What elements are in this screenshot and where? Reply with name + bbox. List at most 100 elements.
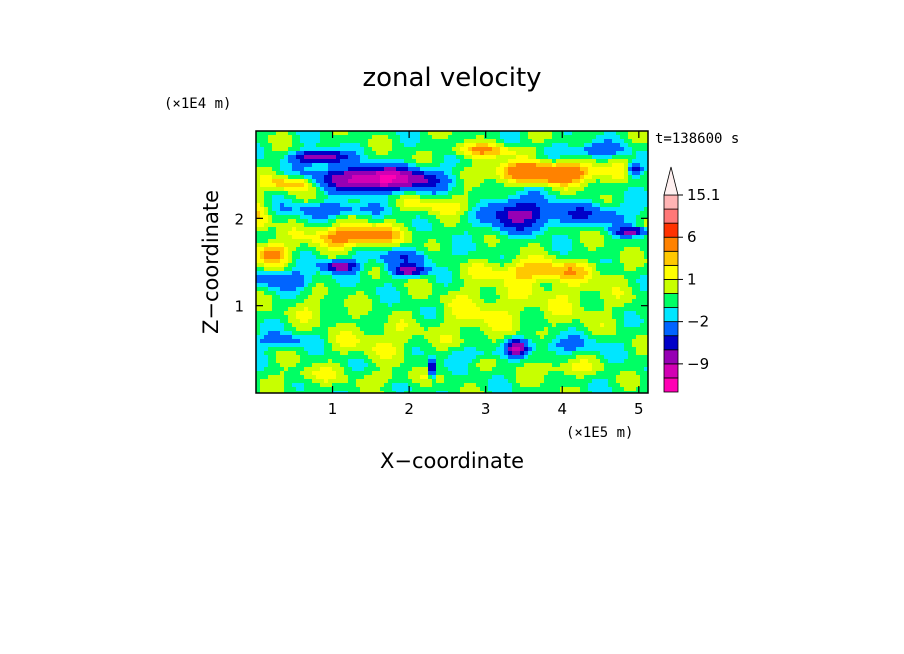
contour-cell bbox=[304, 327, 309, 332]
contour-cell bbox=[524, 183, 529, 188]
contour-cell bbox=[428, 291, 433, 296]
contour-cell bbox=[600, 207, 605, 212]
contour-cell bbox=[440, 179, 445, 184]
contour-cell bbox=[536, 143, 541, 148]
contour-cell bbox=[276, 207, 281, 212]
contour-cell bbox=[636, 295, 641, 300]
contour-cell bbox=[360, 215, 365, 220]
contour-cell bbox=[256, 151, 261, 156]
contour-cell bbox=[604, 135, 609, 140]
contour-cell bbox=[464, 187, 469, 192]
contour-cell bbox=[496, 223, 501, 228]
contour-cell bbox=[264, 215, 269, 220]
contour-cell bbox=[296, 179, 301, 184]
contour-cell bbox=[480, 183, 485, 188]
contour-cell bbox=[328, 255, 333, 260]
contour-cell bbox=[304, 255, 309, 260]
contour-cell bbox=[268, 331, 273, 336]
contour-cell bbox=[580, 151, 585, 156]
contour-cell bbox=[408, 311, 413, 316]
contour-cell bbox=[564, 307, 569, 312]
contour-cell bbox=[336, 327, 341, 332]
contour-cell bbox=[376, 163, 381, 168]
contour-cell bbox=[532, 135, 537, 140]
contour-cell bbox=[324, 287, 329, 292]
contour-cell bbox=[468, 291, 473, 296]
contour-cell bbox=[408, 187, 413, 192]
contour-cell bbox=[376, 183, 381, 188]
contour-cell bbox=[540, 203, 545, 208]
contour-cell bbox=[572, 319, 577, 324]
contour-cell bbox=[328, 239, 333, 244]
contour-cell bbox=[476, 223, 481, 228]
contour-cell bbox=[628, 303, 633, 308]
contour-cell bbox=[472, 195, 477, 200]
contour-cell bbox=[632, 287, 637, 292]
contour-cell bbox=[320, 295, 325, 300]
contour-cell bbox=[416, 331, 421, 336]
contour-cell bbox=[388, 287, 393, 292]
contour-cell bbox=[492, 299, 497, 304]
contour-cell bbox=[332, 183, 337, 188]
contour-cell bbox=[420, 307, 425, 312]
contour-cell bbox=[348, 271, 353, 276]
contour-cell bbox=[484, 183, 489, 188]
contour-cell bbox=[596, 303, 601, 308]
contour-cell bbox=[424, 199, 429, 204]
contour-cell bbox=[584, 315, 589, 320]
contour-cell bbox=[532, 131, 537, 136]
contour-cell bbox=[448, 195, 453, 200]
contour-cell bbox=[620, 315, 625, 320]
contour-cell bbox=[484, 143, 489, 148]
contour-cell bbox=[496, 155, 501, 160]
contour-cell bbox=[384, 183, 389, 188]
contour-cell bbox=[600, 251, 605, 256]
contour-cell bbox=[304, 247, 309, 252]
contour-cell bbox=[624, 207, 629, 212]
contour-cell bbox=[548, 323, 553, 328]
contour-cell bbox=[556, 207, 561, 212]
contour-cell bbox=[280, 147, 285, 152]
contour-cell bbox=[320, 207, 325, 212]
contour-cell bbox=[364, 267, 369, 272]
contour-cell bbox=[360, 311, 365, 316]
contour-cell bbox=[320, 311, 325, 316]
contour-cell bbox=[568, 331, 573, 336]
contour-cell bbox=[268, 219, 273, 224]
contour-cell bbox=[504, 267, 509, 272]
contour-cell bbox=[420, 315, 425, 320]
contour-cell bbox=[484, 219, 489, 224]
contour-cell bbox=[572, 223, 577, 228]
contour-cell bbox=[304, 191, 309, 196]
contour-cell bbox=[304, 163, 309, 168]
contour-cell bbox=[456, 139, 461, 144]
contour-cell bbox=[632, 163, 637, 168]
contour-cell bbox=[536, 271, 541, 276]
contour-cell bbox=[312, 235, 317, 240]
contour-cell bbox=[324, 207, 329, 212]
contour-cell bbox=[316, 331, 321, 336]
contour-cell bbox=[444, 263, 449, 268]
contour-cell bbox=[396, 203, 401, 208]
contour-cell bbox=[260, 259, 265, 264]
contour-cell bbox=[548, 187, 553, 192]
contour-cell bbox=[280, 199, 285, 204]
contour-cell bbox=[616, 199, 621, 204]
contour-cell bbox=[540, 239, 545, 244]
contour-cell bbox=[596, 187, 601, 192]
contour-cell bbox=[516, 311, 521, 316]
contour-cell bbox=[560, 323, 565, 328]
contour-cell bbox=[292, 187, 297, 192]
contour-cell bbox=[608, 319, 613, 324]
contour-cell bbox=[352, 131, 357, 136]
contour-cell bbox=[536, 211, 541, 216]
contour-cell bbox=[644, 215, 648, 220]
contour-cell bbox=[256, 311, 261, 316]
contour-cell bbox=[284, 315, 289, 320]
contour-cell bbox=[424, 315, 429, 320]
contour-cell bbox=[424, 159, 429, 164]
contour-cell bbox=[304, 187, 309, 192]
contour-cell bbox=[500, 287, 505, 292]
contour-cell bbox=[392, 243, 397, 248]
